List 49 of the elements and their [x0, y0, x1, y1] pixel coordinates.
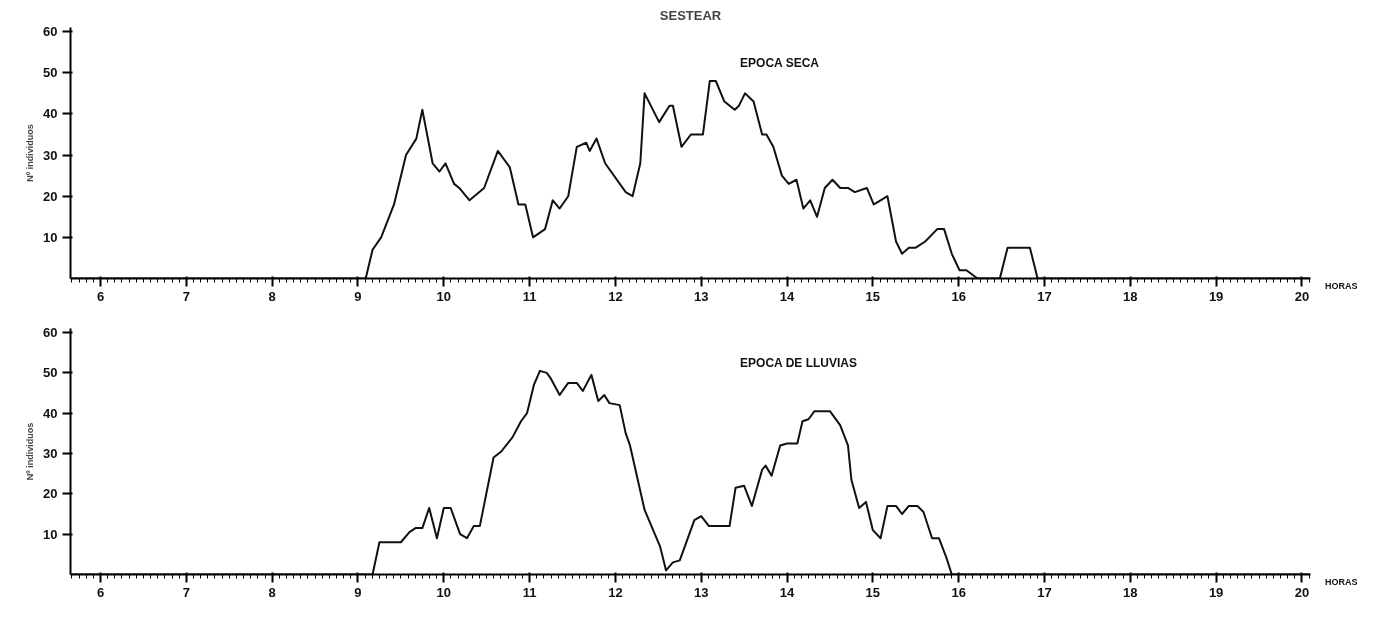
x-tick-label: 19: [1208, 288, 1224, 304]
y-tick-label: 60: [43, 325, 58, 341]
x-tick-label: 7: [182, 584, 190, 600]
y-tick-label: 40: [43, 405, 58, 421]
x-axis-title: HORAS: [1325, 280, 1358, 293]
y-axis-title: Nº individuos: [25, 124, 36, 182]
x-tick-label: 6: [96, 288, 105, 304]
y-tick-label: 30: [43, 147, 58, 163]
x-tick-label: 10: [436, 288, 452, 304]
y-tick-label: 10: [43, 229, 58, 245]
y-axis-title: Nº individuos: [25, 422, 36, 481]
x-tick-label: 16: [951, 288, 966, 304]
x-tick-label: 12: [608, 584, 623, 600]
x-tick-label: 6: [96, 584, 105, 600]
y-tick-label: 50: [43, 365, 58, 381]
annotation: EPOCA SECA: [740, 56, 820, 71]
x-tick-label: 8: [268, 288, 276, 304]
x-tick-label: 18: [1123, 584, 1138, 600]
x-tick-label: 16: [951, 584, 966, 600]
x-tick-label: 17: [1037, 288, 1052, 304]
x-tick-label: 11: [522, 288, 537, 304]
x-tick-label: 15: [865, 584, 881, 600]
y-tick-label: 50: [43, 65, 58, 81]
x-tick-label: 11: [522, 584, 537, 600]
y-tick-label: 10: [43, 526, 58, 542]
y-tick-label: 20: [43, 486, 58, 502]
y-tick-label: 30: [43, 446, 58, 462]
x-tick-label: 19: [1208, 584, 1224, 600]
annotation: EPOCA DE LLUVIAS: [740, 356, 858, 371]
x-tick-label: 12: [608, 288, 623, 304]
x-tick-label: 7: [182, 288, 190, 304]
x-tick-label: 10: [436, 584, 452, 600]
x-axis-title: HORAS: [1325, 576, 1358, 589]
chart-title: SESTEAR: [659, 7, 722, 23]
x-tick-label: 14: [779, 288, 796, 304]
x-tick-label: 17: [1037, 584, 1052, 600]
y-tick-label: 20: [43, 188, 58, 204]
x-tick-label: 13: [694, 288, 709, 304]
x-tick-label: 13: [694, 584, 709, 600]
x-tick-label: 20: [1294, 584, 1310, 600]
x-tick-label: 9: [354, 288, 362, 304]
y-tick-label: 60: [43, 24, 58, 40]
x-tick-label: 18: [1123, 288, 1138, 304]
x-tick-label: 8: [268, 584, 276, 600]
x-tick-label: 20: [1294, 288, 1310, 304]
x-tick-label: 9: [354, 584, 362, 600]
x-tick-label: 14: [779, 584, 796, 600]
y-tick-label: 40: [43, 106, 58, 122]
x-tick-label: 15: [865, 288, 881, 304]
